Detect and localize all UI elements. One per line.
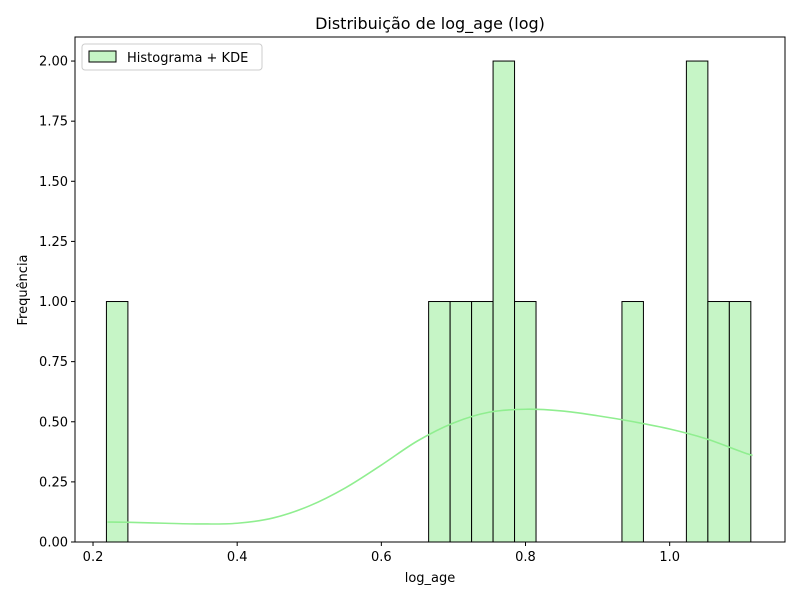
chart-title: Distribuição de log_age (log) xyxy=(315,14,545,34)
x-axis-label: log_age xyxy=(405,571,456,586)
y-tick-label: 1.00 xyxy=(39,295,68,310)
x-tick-label: 0.8 xyxy=(515,550,536,565)
histogram-bar xyxy=(105,301,129,543)
histogram-bar xyxy=(492,60,516,543)
y-tick-label: 0.25 xyxy=(39,475,68,490)
y-tick-label: 1.25 xyxy=(39,235,68,250)
bars-layer xyxy=(105,60,752,543)
y-tick-label: 1.75 xyxy=(39,115,68,130)
kde-curve xyxy=(107,408,753,525)
x-tick-label: 0.6 xyxy=(371,550,392,565)
legend: Histograma + KDE xyxy=(81,43,263,71)
histogram-bar xyxy=(685,60,709,543)
histogram-bar xyxy=(514,301,537,543)
histogram-bar xyxy=(449,301,473,543)
plot-frame xyxy=(74,36,786,543)
x-tick-label: 0.4 xyxy=(227,550,248,565)
x-tick-label: 1.0 xyxy=(659,550,680,565)
legend-label: Histograma + KDE xyxy=(127,51,248,66)
histogram-bar xyxy=(728,301,752,543)
y-axis: 0.00 0.25 0.50 0.75 1.00 1.25 1.50 1.75 2.00 xyxy=(39,55,75,551)
histogram-bar xyxy=(428,301,451,543)
y-tick-label: 0.75 xyxy=(39,355,68,370)
histogram-bar xyxy=(707,301,730,543)
legend-box xyxy=(81,43,263,71)
legend-swatch xyxy=(88,50,117,63)
y-tick-label: 0.00 xyxy=(39,536,68,551)
y-tick-label: 0.50 xyxy=(39,415,68,430)
x-axis: 0.2 0.4 0.6 0.8 1.0 xyxy=(83,542,680,565)
y-tick-label: 2.00 xyxy=(39,55,68,70)
kde-layer xyxy=(107,408,753,525)
y-tick-label: 1.50 xyxy=(39,175,68,190)
x-tick-label: 0.2 xyxy=(83,550,104,565)
histogram-bar xyxy=(471,301,494,543)
y-axis-label: Frequência xyxy=(16,254,31,325)
